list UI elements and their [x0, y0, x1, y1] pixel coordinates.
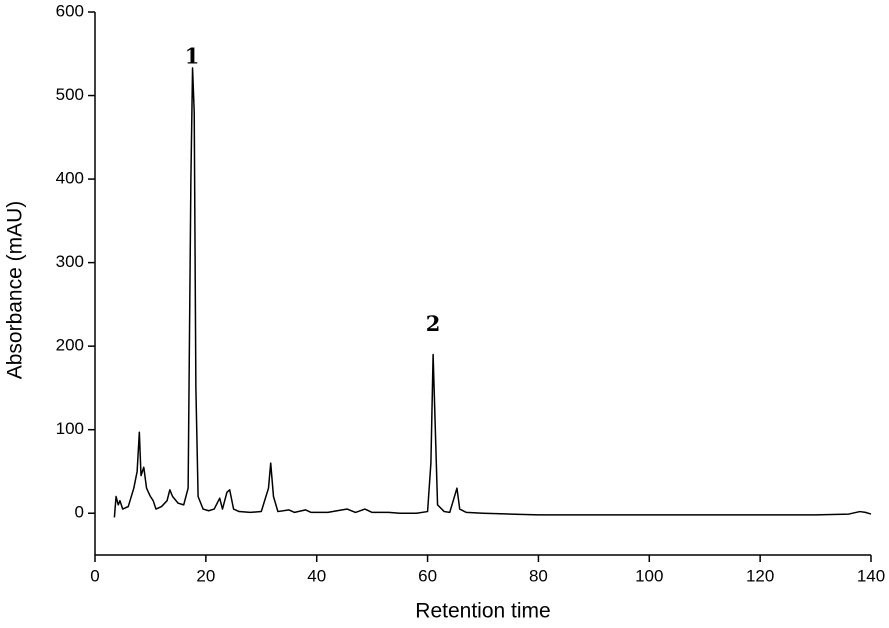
chromatogram-line: [113, 67, 872, 518]
y-tick-label: 100: [56, 419, 84, 438]
y-tick-label: 300: [56, 252, 84, 271]
y-axis-label: Absorbance (mAU): [4, 201, 27, 380]
peak-label: 2: [426, 311, 441, 336]
x-tick-label: 0: [90, 566, 99, 585]
y-tick-label: 0: [75, 503, 84, 522]
x-tick-label: 120: [746, 566, 774, 585]
y-tick-label: 600: [56, 1, 84, 20]
x-tick-label: 40: [307, 566, 326, 585]
x-axis-label: Retention time: [415, 600, 550, 623]
x-tick-label: 60: [418, 566, 437, 585]
x-tick-label: 20: [196, 566, 215, 585]
peak-label: 1: [185, 43, 200, 68]
y-tick-label: 200: [56, 336, 84, 355]
x-tick-label: 140: [857, 566, 885, 585]
y-tick-label: 400: [56, 169, 84, 188]
x-tick-label: 100: [635, 566, 663, 585]
x-tick-label: 80: [529, 566, 548, 585]
y-tick-label: 500: [56, 85, 84, 104]
